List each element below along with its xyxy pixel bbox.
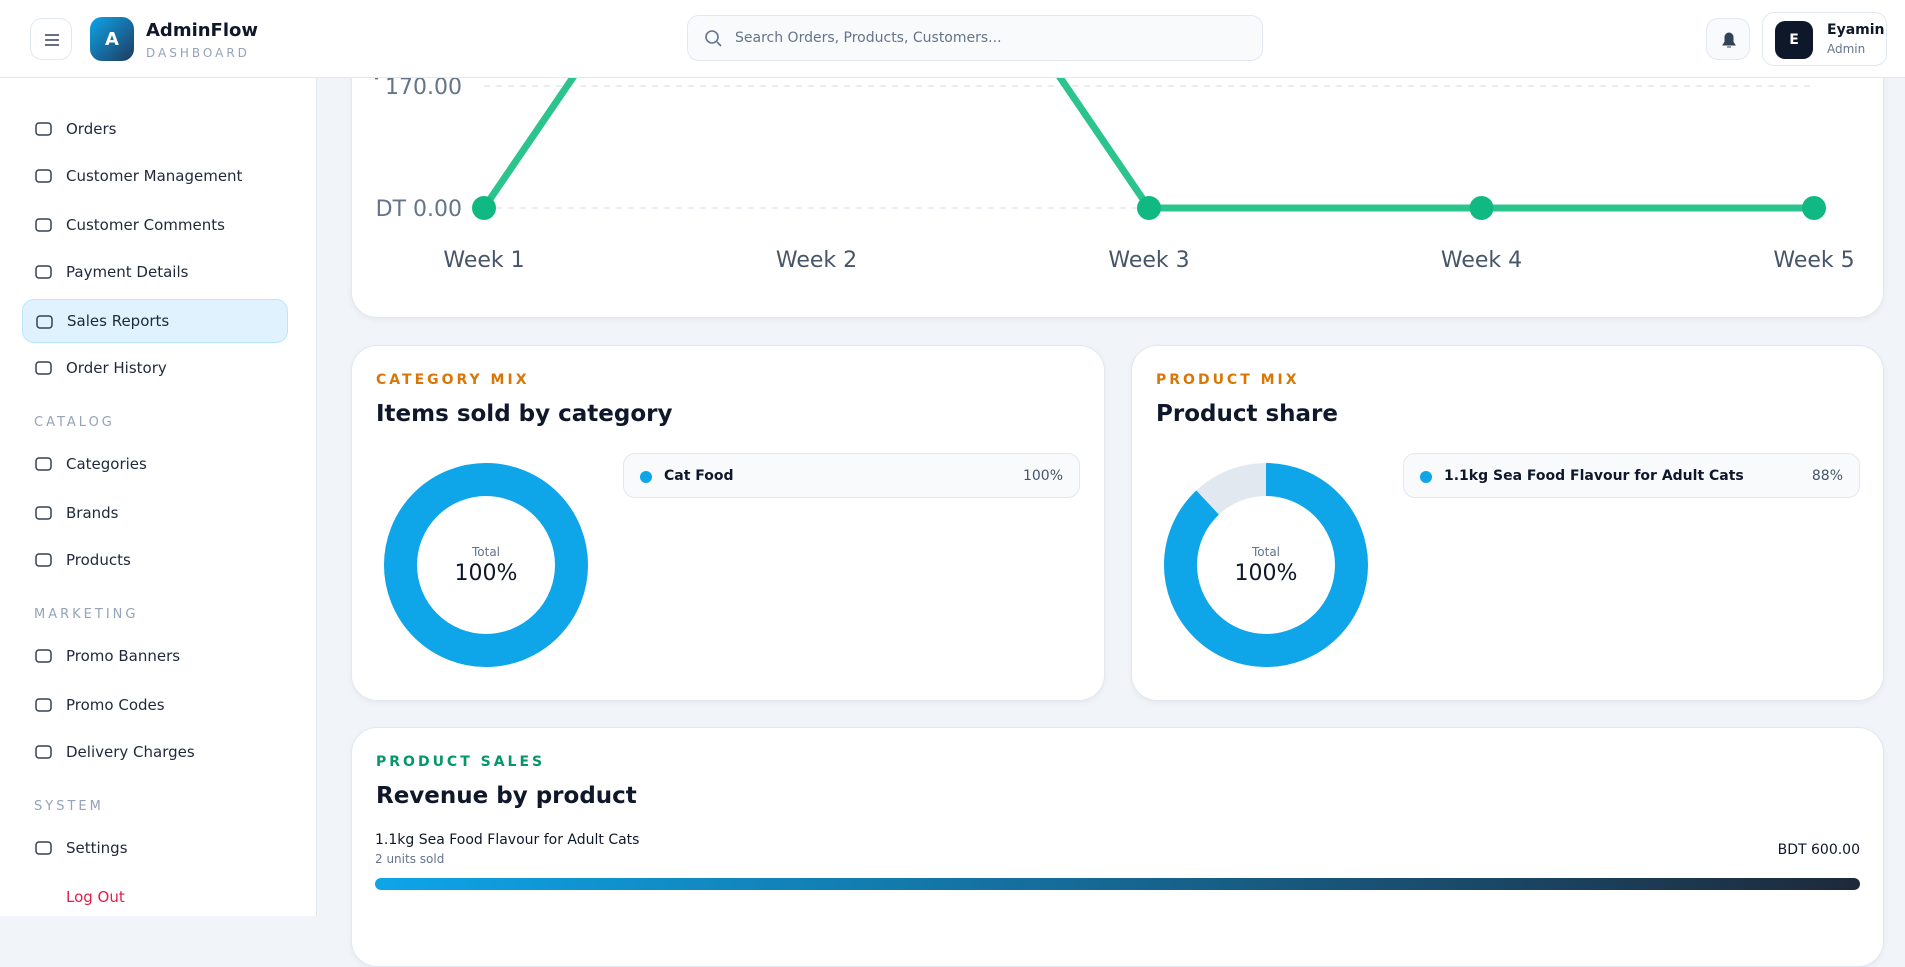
nav-item[interactable]: Settings: [22, 826, 288, 870]
eyebrow: PRODUCT MIX: [1156, 372, 1300, 388]
user-name: Eyamin: [1827, 22, 1885, 38]
section-title: SYSTEM: [34, 799, 104, 814]
nav-icon: [35, 553, 52, 567]
x-tick-label: Week 2: [776, 248, 857, 273]
point: [1469, 196, 1494, 220]
legend-item: 1.1kg Sea Food Flavour for Adult Cats 88%: [1403, 453, 1860, 498]
bar-value: BDT 600.00: [1778, 842, 1860, 858]
charts: BDT 0.00 BDT 170.00 Week 1 Week 2 Week 3 Week…: [333, 75, 1860, 890]
nav-item[interactable]: Delivery Charges: [22, 730, 288, 774]
donut-segment: [1164, 463, 1368, 667]
nav-item[interactable]: Products: [22, 538, 288, 582]
nav-icon: [35, 698, 52, 712]
card-title: Items sold by category: [376, 401, 673, 427]
bell-icon: [1722, 32, 1736, 48]
eyebrow: CATEGORY MIX: [376, 372, 530, 388]
legend-item: Cat Food 100%: [623, 453, 1080, 498]
legend-value: 88%: [1811, 467, 1843, 484]
nav-item[interactable]: Customer Management: [22, 154, 288, 198]
nav-icon: [35, 506, 52, 520]
nav-item[interactable]: Promo Codes: [22, 683, 288, 727]
brand: AdminFlow: [146, 20, 259, 41]
point: [1137, 196, 1161, 220]
card-title: Revenue by product: [376, 783, 637, 809]
menu-icon: [45, 34, 59, 46]
user-role: Admin: [1827, 42, 1866, 56]
bar: [375, 878, 1860, 890]
search-icon: [705, 30, 722, 47]
legend-value: 100%: [1022, 467, 1063, 484]
center-value: 100%: [455, 561, 518, 586]
header: A AdminFlow DASHBOARD Search Orders, Pro…: [0, 0, 1905, 78]
legend-swatch: [1420, 471, 1432, 483]
eyebrow: PRODUCT SALES: [376, 754, 546, 770]
nav-icon: [35, 265, 52, 279]
nav-item[interactable]: Log Out: [66, 888, 125, 906]
notifications[interactable]: [1706, 18, 1750, 60]
nav-item[interactable]: Customer Comments: [22, 203, 288, 247]
legend-swatch: [640, 471, 652, 483]
point: [472, 196, 496, 220]
center-label: Total: [471, 545, 500, 559]
nav-item[interactable]: Categories: [22, 442, 288, 486]
nav-item[interactable]: Brands: [22, 491, 288, 535]
x-tick-label: Week 5: [1773, 248, 1854, 273]
nav-icon: [35, 649, 52, 663]
nav-icon: [35, 218, 52, 232]
nav-item[interactable]: Order History: [22, 346, 288, 390]
brand-subtitle: DASHBOARD: [146, 46, 250, 60]
x-tick-label: Week 4: [1441, 248, 1522, 273]
nav-item[interactable]: Payment Details: [22, 250, 288, 294]
y-tick-label: BDT 170.00: [333, 75, 462, 100]
nav-item[interactable]: Orders: [22, 107, 288, 151]
category-mix-card: CATEGORY MIX Items sold by category: [351, 345, 1105, 701]
center-label: Total: [1251, 545, 1280, 559]
nav-icon: [35, 361, 52, 375]
nav-icon: [36, 315, 53, 329]
section-title: MARKETING: [34, 607, 139, 622]
search-placeholder: Search Orders, Products, Customers...: [735, 30, 1002, 46]
card-title: Product share: [1156, 401, 1339, 427]
bar-label: 1.1kg Sea Food Flavour for Adult Cats: [375, 832, 639, 848]
nav-icon: [35, 457, 52, 471]
x-tick-label: Week 1: [443, 248, 524, 273]
bar-subtitle: 2 units sold: [375, 852, 444, 866]
nav-icon: [35, 122, 52, 136]
nav-item[interactable]: Promo Banners: [22, 634, 288, 678]
nav-icon: [35, 169, 52, 183]
y-tick-label: BDT 0.00: [361, 197, 462, 222]
sidebar: Orders Customer Management Customer Commen…: [0, 78, 317, 916]
nav-icon: [35, 841, 52, 855]
nav-item[interactable]: Sales Reports: [22, 299, 288, 343]
point: [1802, 196, 1826, 220]
donut-segment: [384, 463, 588, 667]
x-tick-label: Week 3: [1108, 248, 1189, 273]
section-title: CATALOG: [34, 415, 115, 430]
search-box[interactable]: Search Orders, Products, Customers...: [687, 15, 1263, 61]
user-menu[interactable]: E Eyamin Admin: [1762, 12, 1887, 66]
center-value: 100%: [1235, 561, 1298, 586]
avatar: E: [1775, 21, 1813, 59]
menu-button[interactable]: [30, 18, 72, 60]
nav-icon: [35, 745, 52, 759]
logo: A: [90, 17, 134, 61]
